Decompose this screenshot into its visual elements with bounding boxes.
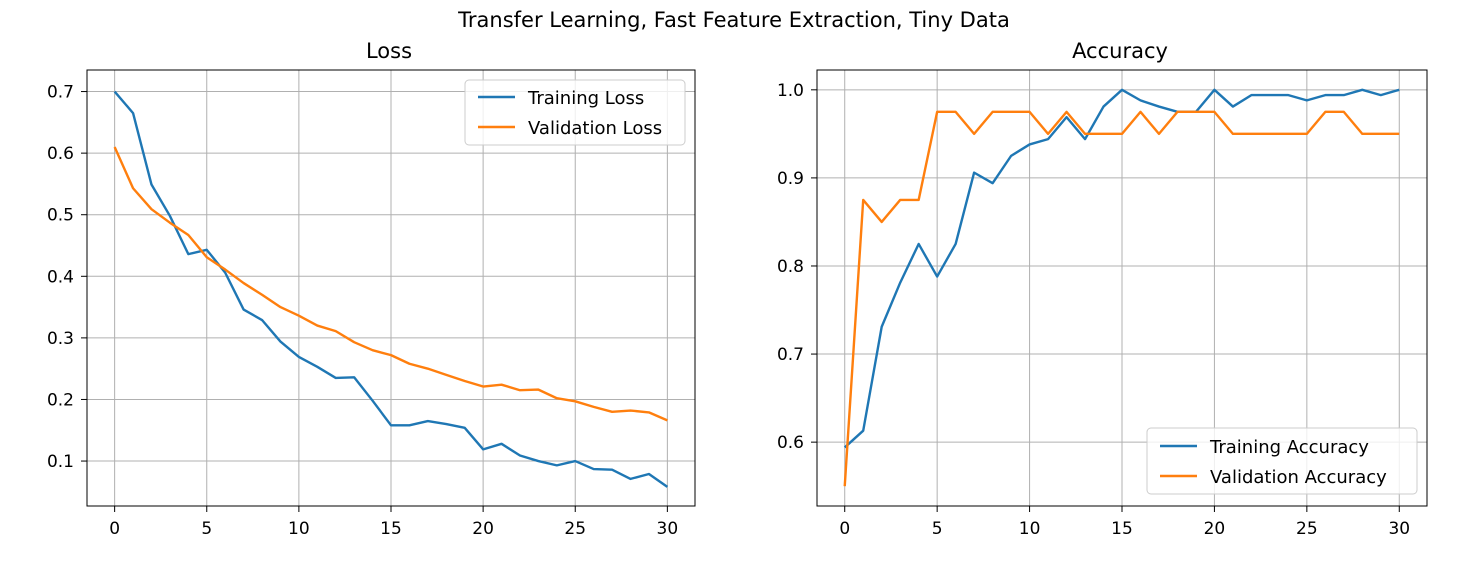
loss-y-tick-label: 0.3 [47, 329, 74, 349]
loss-y-tick-label: 0.5 [47, 206, 74, 226]
loss-x-tick-label: 0 [109, 519, 120, 539]
loss-legend: Training Loss Validation Loss [464, 79, 686, 146]
loss-legend-box [464, 79, 686, 146]
loss-series-training-loss [113, 90, 669, 488]
loss-y-tick-label: 0.4 [47, 267, 74, 287]
figure-suptitle: Transfer Learning, Fast Feature Extracti… [458, 8, 1010, 32]
loss-chart-title: Loss [366, 39, 412, 63]
loss-y-tick-label: 0.6 [47, 144, 74, 164]
loss-x-tick-label: 25 [564, 519, 586, 539]
loss-series-validation-loss [113, 146, 668, 422]
loss-x-tick-label: 5 [201, 519, 212, 539]
loss-x-tick-label: 20 [472, 519, 494, 539]
loss-y-tick-label: 0.2 [47, 390, 74, 410]
loss-x-tick-label: 30 [657, 519, 679, 539]
loss-x-tick-label: 15 [380, 519, 402, 539]
loss-legend-label-training: Training Loss [527, 88, 644, 109]
loss-legend-label-validation: Validation Loss [528, 118, 662, 139]
loss-y-tick-label: 0.7 [47, 83, 74, 103]
loss-y-tick-label: 0.1 [47, 452, 74, 472]
loss-x-tick-label: 10 [288, 519, 310, 539]
